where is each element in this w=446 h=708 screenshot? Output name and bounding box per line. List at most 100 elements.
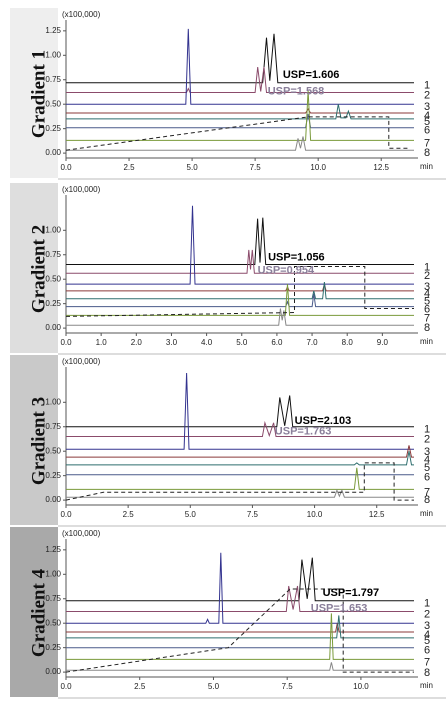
- trace-label: 3: [424, 620, 430, 632]
- y-axis-label: (x100,000): [62, 10, 101, 19]
- trace: [66, 90, 414, 141]
- x-tick-label: 2.5: [123, 163, 135, 172]
- x-tick-label: 12.5: [369, 510, 385, 519]
- x-tick-label: 5.0: [187, 163, 199, 172]
- trace: [66, 623, 414, 633]
- x-tick-label: 6.0: [271, 338, 283, 347]
- trace: [66, 467, 414, 490]
- trace: [66, 33, 414, 84]
- trace-label: 5: [424, 635, 430, 647]
- y-tick-label: 0.75: [45, 594, 61, 603]
- y-tick-label: 0.00: [45, 323, 61, 332]
- x-tick-label: 7.5: [247, 510, 259, 519]
- x-tick-label: 2.5: [134, 682, 146, 691]
- x-tick-label: 1.0: [96, 338, 108, 347]
- x-tick-label: 10.0: [353, 682, 369, 691]
- trace-label: 4: [424, 454, 430, 466]
- gradient-profile: [65, 116, 409, 151]
- trace: [66, 249, 414, 274]
- x-tick-label: 7.0: [306, 338, 318, 347]
- trace-label: 7: [424, 137, 430, 149]
- trace: [66, 104, 414, 120]
- trace: [66, 372, 414, 450]
- trace-label: 8: [424, 494, 430, 506]
- y-tick-label: 0.75: [45, 75, 61, 84]
- x-tick-label: 0.0: [60, 682, 72, 691]
- y-tick-label: 0.25: [45, 471, 61, 480]
- x-tick-label: 0.0: [60, 163, 72, 172]
- panel-label-bg: [10, 183, 58, 353]
- trace: [66, 205, 414, 285]
- trace: [66, 662, 414, 671]
- y-tick-label: 0.25: [45, 643, 61, 652]
- y-tick-label: 0.50: [45, 274, 61, 283]
- y-tick-label: 0.25: [45, 299, 61, 308]
- trace-label: 2: [424, 608, 430, 620]
- usp-annotation: USP=1.056: [268, 252, 325, 264]
- trace-label: 1: [424, 424, 430, 436]
- trace: [66, 308, 414, 326]
- trace-label: 7: [424, 312, 430, 324]
- y-axis-label: (x100,000): [62, 357, 101, 366]
- x-tick-label: 12.5: [373, 163, 389, 172]
- trace-label: 6: [424, 645, 430, 657]
- trace: [66, 420, 414, 438]
- trace: [66, 113, 414, 129]
- x-unit: min: [420, 681, 433, 690]
- trace: [66, 552, 414, 624]
- usp-annotation: USP=1.653: [311, 602, 368, 614]
- trace: [66, 293, 414, 308]
- trace-label: 3: [424, 101, 430, 113]
- y-axis-label: (x100,000): [62, 185, 101, 194]
- x-tick-label: 2.5: [123, 510, 135, 519]
- x-unit: min: [420, 162, 433, 171]
- trace: [66, 585, 414, 612]
- x-tick-label: 2.0: [131, 338, 143, 347]
- panel-title: Gradient 1: [28, 50, 49, 138]
- trace-label: 1: [424, 80, 430, 92]
- trace-label: 8: [424, 322, 430, 334]
- trace: [66, 66, 414, 93]
- x-tick-label: 0.0: [60, 338, 72, 347]
- y-tick-label: 1.00: [45, 50, 61, 59]
- x-tick-label: 5.0: [185, 510, 197, 519]
- usp-annotation: USP=1.797: [323, 587, 380, 599]
- trace: [66, 284, 414, 316]
- trace-label: 1: [424, 598, 430, 610]
- panel-label-bg: [10, 8, 58, 178]
- usp-annotation: USP=1.606: [283, 69, 340, 81]
- trace-label: 1: [424, 261, 430, 273]
- trace-label: 2: [424, 89, 430, 101]
- y-tick-label: 1.25: [45, 545, 61, 554]
- y-tick-label: 0.50: [45, 99, 61, 108]
- panel-title: Gradient 2: [28, 225, 49, 313]
- x-tick-label: 9.0: [377, 338, 389, 347]
- trace-label: 6: [424, 125, 430, 137]
- gradient-profile: [65, 462, 414, 501]
- y-tick-label: 0.75: [45, 422, 61, 431]
- usp-annotation: USP=0.954: [258, 264, 315, 276]
- trace: [66, 445, 414, 458]
- y-axis-label: (x100,000): [62, 529, 101, 538]
- x-tick-label: 5.0: [208, 682, 220, 691]
- trace: [66, 613, 414, 660]
- x-tick-label: 10.0: [307, 510, 323, 519]
- trace-label: 6: [424, 472, 430, 484]
- trace-label: 2: [424, 270, 430, 282]
- trace: [66, 136, 414, 151]
- y-tick-label: 0.00: [45, 148, 61, 157]
- trace: [66, 615, 414, 639]
- trace-label: 8: [424, 667, 430, 679]
- trace: [66, 283, 414, 292]
- trace: [66, 282, 414, 300]
- y-tick-label: 0.25: [45, 124, 61, 133]
- x-tick-label: 0.0: [60, 510, 72, 519]
- y-tick-label: 0.00: [45, 667, 61, 676]
- y-tick-label: 0.00: [45, 495, 61, 504]
- trace-label: 5: [424, 296, 430, 308]
- trace-label: 3: [424, 281, 430, 293]
- y-tick-label: 0.50: [45, 446, 61, 455]
- trace-label: 8: [424, 147, 430, 159]
- trace-label: 7: [424, 486, 430, 498]
